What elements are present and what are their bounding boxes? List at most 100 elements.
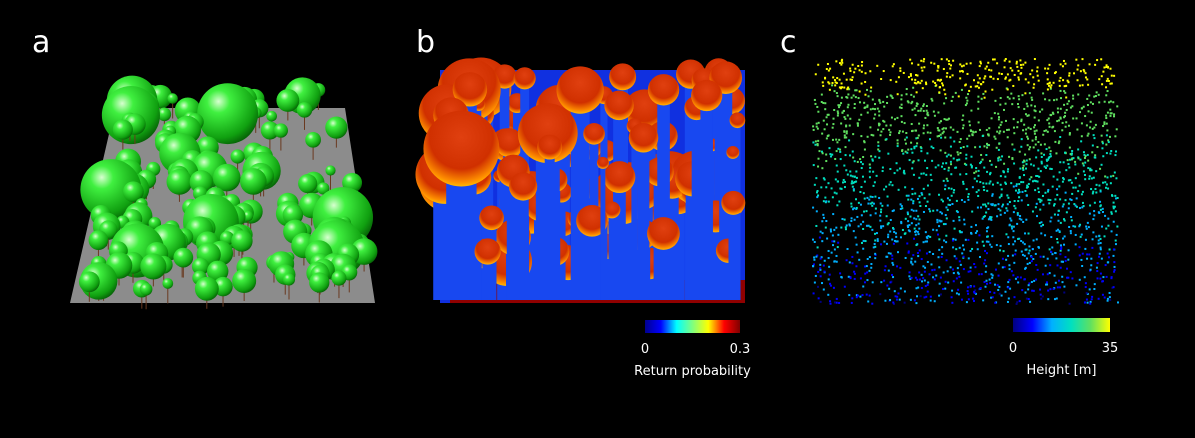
point [946,197,949,200]
point [1034,189,1037,192]
point [866,271,869,274]
point [864,106,867,109]
point [827,257,830,260]
point [1027,252,1030,255]
point [896,142,899,145]
point [844,146,847,149]
point [914,129,917,132]
point [918,195,921,198]
point [933,278,936,281]
point [995,146,998,149]
point [1031,289,1034,292]
crown [325,116,348,139]
point [965,157,968,160]
point [821,167,824,170]
point [853,181,856,184]
point [868,163,871,166]
point [924,81,927,84]
point [1022,181,1025,184]
point [1077,64,1080,67]
stem [544,147,555,300]
point [835,297,838,300]
point [1032,239,1035,242]
point [993,58,996,61]
point [1007,286,1010,289]
point [1022,164,1025,167]
point [919,146,922,149]
point [1099,189,1102,192]
point [1065,108,1068,111]
point [996,62,999,65]
point [944,188,947,191]
point [991,276,994,279]
point [813,98,816,101]
point [827,200,830,203]
point [892,276,895,279]
point [948,199,951,202]
point [1064,256,1067,259]
stem [482,251,493,300]
point [1048,122,1051,125]
point [963,200,966,203]
point [1112,207,1115,210]
point [917,255,920,258]
point [821,132,824,135]
point [1059,76,1062,79]
point [1078,84,1081,87]
point [978,145,981,148]
point [967,238,970,241]
point [960,281,963,284]
point [974,289,977,292]
point [1097,93,1100,96]
point [1043,143,1046,146]
point [846,106,849,109]
point [951,239,954,242]
point [941,128,944,131]
point [1018,176,1021,179]
point [1054,281,1057,284]
point [922,265,925,268]
point [1107,79,1110,82]
point [1081,201,1084,204]
point [892,209,895,212]
point [999,175,1002,178]
point [921,87,924,90]
point [945,118,948,121]
point [944,93,947,96]
point [945,234,948,237]
point [1036,268,1039,271]
point [827,81,830,84]
point [868,198,871,201]
point [1049,113,1052,116]
point [1040,199,1043,202]
point [907,148,910,151]
point [855,170,858,173]
point [978,234,981,237]
point [835,82,838,85]
point [1042,183,1045,186]
crown [166,168,193,195]
point [910,102,913,105]
point [1096,262,1099,265]
point [1103,235,1106,238]
point [1105,183,1108,186]
point [912,160,915,163]
point [942,127,945,130]
point [1067,163,1070,166]
point [1064,259,1067,262]
point [882,70,885,73]
point [1013,73,1016,76]
dome [517,103,578,164]
panel-label: b [416,25,435,60]
stem [728,202,739,300]
point [836,204,839,207]
dome [508,172,538,201]
point [1080,122,1083,125]
point [861,163,864,166]
point [906,224,909,227]
point [888,183,891,186]
point [835,92,838,95]
point [949,266,952,269]
point [911,187,914,190]
point [1108,291,1111,294]
